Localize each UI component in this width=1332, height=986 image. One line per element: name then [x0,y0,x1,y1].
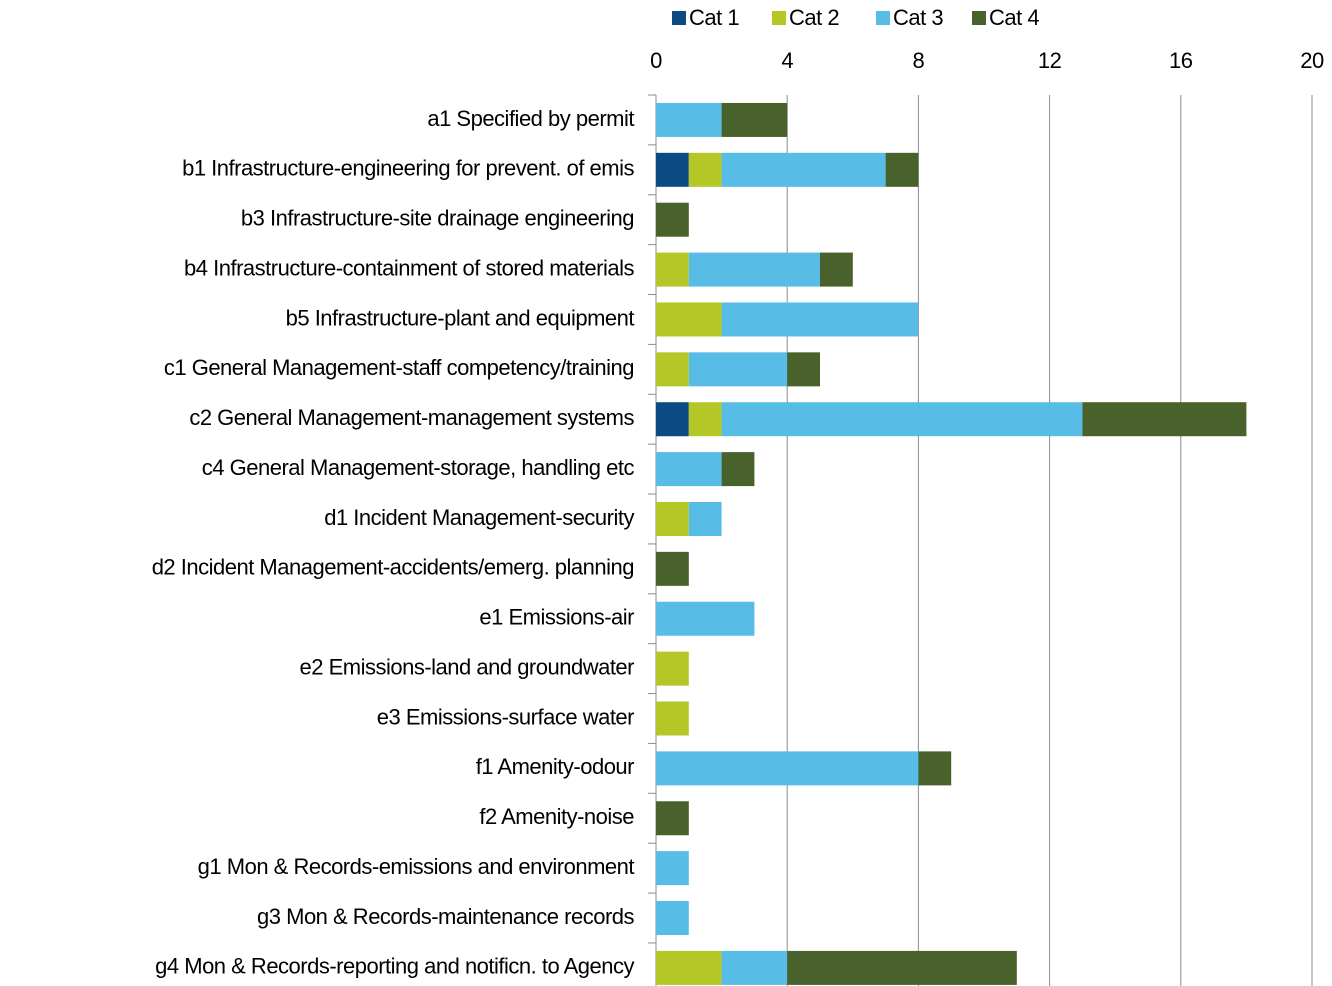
y-tick-label: e3 Emissions-surface water [377,704,634,729]
bar-segment [656,651,689,686]
bar-segment [656,152,689,187]
x-tick-label: 4 [781,48,793,73]
bar-segment [721,152,886,187]
bar-segment [656,901,689,936]
legend-label: Cat 2 [789,5,839,30]
legend-swatch [972,11,986,25]
bar-segment [656,551,689,586]
legend-label: Cat 3 [893,5,943,30]
bar-segment [656,252,689,287]
bar-segment [688,402,722,437]
y-tick-label: d1 Incident Management-security [324,505,634,530]
x-tick-label: 0 [650,48,662,73]
y-tick-label: b5 Infrastructure-plant and equipment [286,305,635,330]
y-tick-label: c2 General Management-management systems [189,405,634,430]
x-tick-label: 8 [913,48,925,73]
bar-segment [721,452,755,487]
bar-segment [656,501,689,536]
y-tick-label: g3 Mon & Records-maintenance records [257,904,634,929]
bar-segment [688,152,722,187]
bar-segment [656,701,689,736]
legend-label: Cat 1 [689,5,739,30]
y-tick-label: b4 Infrastructure-containment of stored … [184,255,634,280]
bar-segment [656,601,755,636]
bar-segment [688,352,788,387]
bar-segment [656,950,722,985]
bar-segment [656,102,722,137]
y-tick-label: g4 Mon & Records-reporting and notificn.… [155,954,634,979]
bar-segment [721,402,1083,437]
bar-segment [918,751,952,786]
y-tick-label: f2 Amenity-noise [479,804,634,829]
bar-segment [721,302,919,337]
bar-segment [656,202,689,237]
x-tick-label: 12 [1038,48,1062,73]
y-tick-label: d2 Incident Management-accidents/emerg. … [152,555,634,580]
bar-segment [787,352,820,387]
bar-segment [656,801,689,836]
y-tick-label: e1 Emissions-air [479,605,634,630]
y-tick-label: g1 Mon & Records-emissions and environme… [198,854,635,879]
y-tick-label: e2 Emissions-land and groundwater [300,654,635,679]
bar-segment [656,851,689,886]
bar-segment [688,252,820,287]
bar-segment [820,252,853,287]
y-tick-label: c4 General Management-storage, handling … [202,455,635,480]
legend-swatch [772,11,786,25]
bar-segment [656,751,919,786]
y-tick-label: b3 Infrastructure-site drainage engineer… [241,206,634,231]
bar-segment [656,452,722,487]
y-tick-label: b1 Infrastructure-engineering for preven… [182,156,634,181]
legend-swatch [876,11,890,25]
bar-segment [656,302,722,337]
bar-segment [721,102,788,137]
bar-segment [656,352,689,387]
legend-swatch [672,11,686,25]
y-tick-label: f1 Amenity-odour [476,754,634,779]
y-tick-label: c1 General Management-staff competency/t… [164,355,634,380]
bar-segment [721,950,788,985]
x-tick-label: 16 [1169,48,1193,73]
y-tick-label: a1 Specified by permit [427,106,634,131]
legend-label: Cat 4 [989,5,1039,30]
bar-segment [656,402,689,437]
bar-segment [885,152,919,187]
bar-segment [787,950,1017,985]
bar-segment [1082,402,1247,437]
x-tick-label: 20 [1300,48,1324,73]
bar-segment [688,501,722,536]
